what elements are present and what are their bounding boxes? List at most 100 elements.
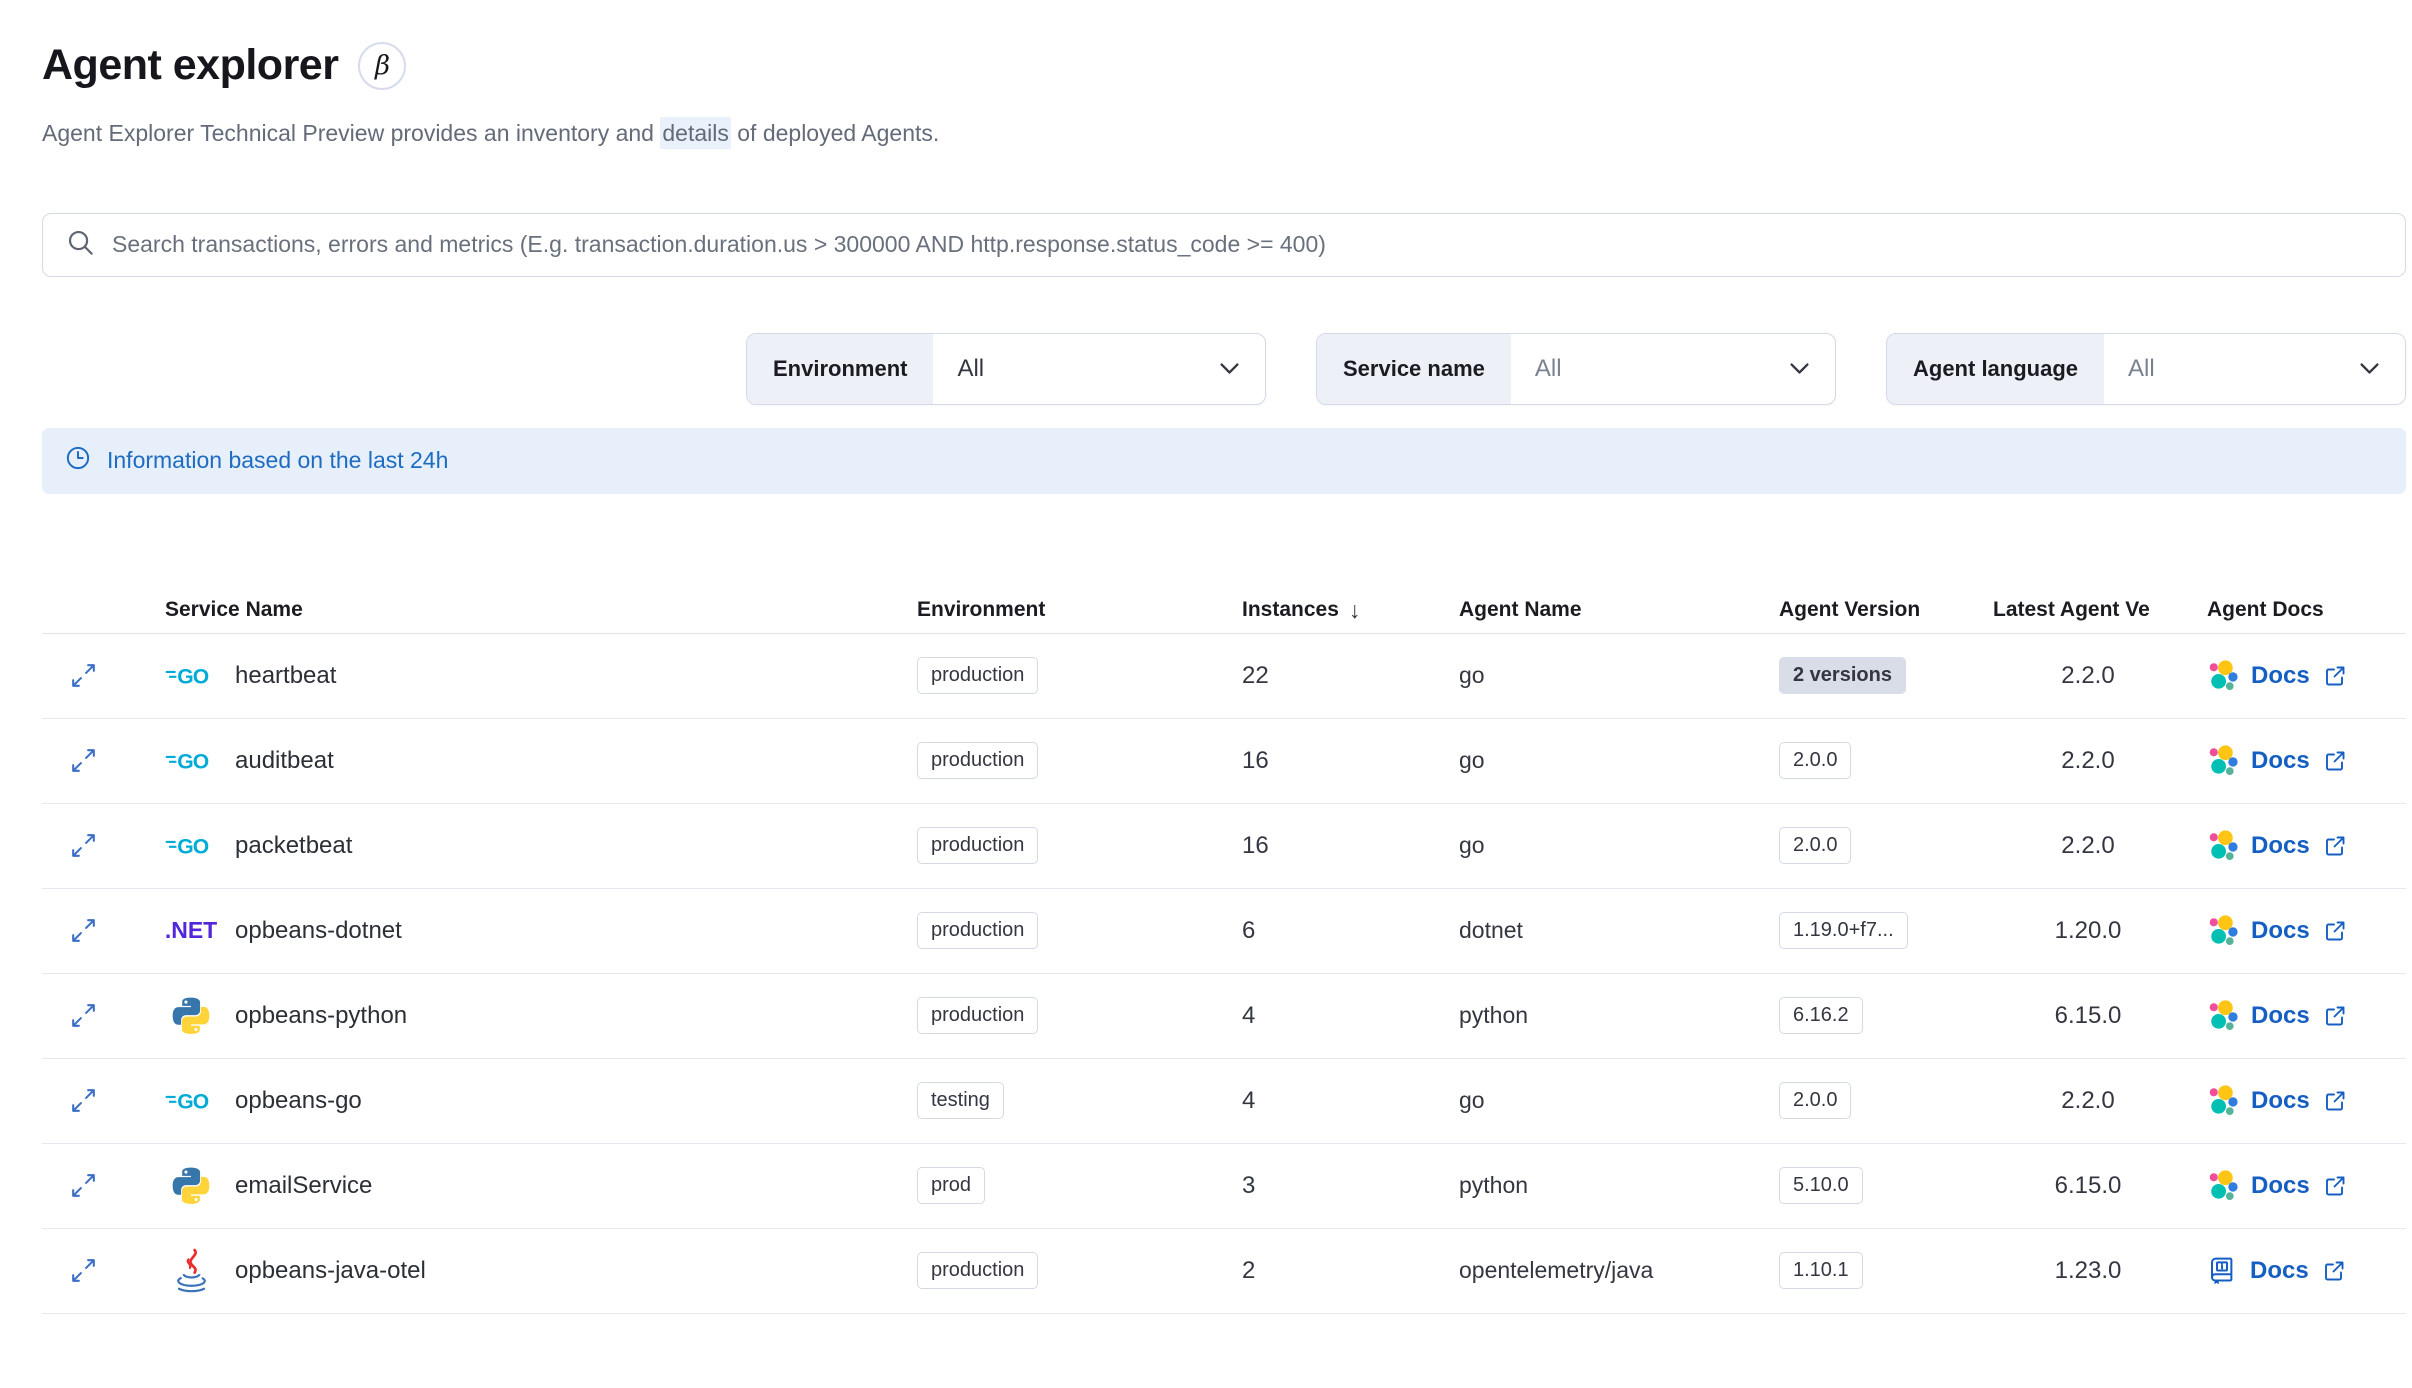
column-header-agent-version[interactable]: Agent Version	[1779, 598, 1921, 622]
agent-name-cell: go	[1459, 832, 1485, 859]
agent-version-cell: 2.0.0	[1779, 827, 1993, 865]
instances-cell: 16	[1242, 746, 1269, 774]
expand-row-button[interactable]	[64, 827, 102, 865]
chevron-down-icon	[1786, 334, 1835, 404]
expand-row-button[interactable]	[64, 1082, 102, 1120]
elastic-logo-icon	[2207, 745, 2238, 776]
agent-docs-link[interactable]: Docs	[2207, 1170, 2347, 1201]
go-logo-icon: GO	[165, 748, 217, 774]
environment-filter[interactable]: Environment All	[746, 332, 1266, 405]
external-link-icon	[2323, 1004, 2347, 1028]
service-name-filter[interactable]: Service name All	[1316, 332, 1836, 405]
agent-docs-cell: Docs	[2183, 1000, 2406, 1031]
page-header: Agent explorer β	[42, 0, 2406, 92]
service-name-cell: opbeans-python	[165, 994, 917, 1038]
agent-language-filter[interactable]: Agent language All	[1886, 332, 2406, 405]
environment-badge: production	[917, 657, 1039, 695]
expand-row-button[interactable]	[64, 742, 102, 780]
expand-cell	[42, 1252, 165, 1290]
expand-row-button[interactable]	[64, 657, 102, 695]
agent-docs-link[interactable]: Docs	[2207, 1085, 2347, 1116]
table-row: GO auditbeat production 16 go 2.0.0 2.2.…	[42, 719, 2406, 804]
callout-text: Information based on the last 24h	[107, 447, 449, 474]
service-name-label: opbeans-java-otel	[235, 1256, 426, 1284]
agent-version-badge: 2.0.0	[1779, 742, 1852, 780]
service-name-cell: GO heartbeat	[165, 662, 917, 690]
elastic-logo-icon	[2207, 830, 2238, 861]
svg-text:GO: GO	[177, 1090, 209, 1113]
svg-text:GO: GO	[177, 750, 209, 773]
service-name-label: opbeans-python	[235, 1001, 408, 1029]
agent-language-filter-value: All	[2128, 354, 2155, 382]
instances-cell: 2	[1242, 1256, 1256, 1284]
expand-row-button[interactable]	[64, 1252, 102, 1290]
agent-docs-link[interactable]: Docs	[2207, 915, 2347, 946]
agent-docs-link[interactable]: Docs	[2207, 660, 2347, 691]
instances-header-label: Instances	[1242, 598, 1339, 622]
expand-row-button[interactable]	[64, 1167, 102, 1205]
subtitle-highlighted-text: details	[660, 116, 731, 149]
environment-cell: prod	[917, 1167, 1242, 1205]
svg-text:GO: GO	[177, 835, 209, 858]
external-link-icon	[2323, 664, 2347, 688]
dotnet-logo-icon: .NET	[164, 917, 218, 944]
column-header-instances[interactable]: Instances ↓	[1242, 597, 1459, 624]
agent-docs-cell: Docs	[2183, 915, 2406, 946]
docs-link-label: Docs	[2250, 1256, 2309, 1284]
expand-cell	[42, 997, 165, 1035]
environment-filter-value: All	[957, 354, 985, 382]
latest-agent-version-cell: 6.15.0	[2054, 1171, 2122, 1199]
expand-row-button[interactable]	[64, 997, 102, 1035]
agent-version-badge: 2 versions	[1779, 657, 1906, 695]
external-link-icon	[2323, 1174, 2347, 1198]
column-header-latest-agent-version[interactable]: Latest Agent Ve	[1993, 598, 2150, 622]
environment-badge: testing	[917, 1082, 1004, 1120]
table-row: GO opbeans-go testing 4 go 2.0.0 2.2.0 D…	[42, 1059, 2406, 1144]
agent-version-badge: 5.10.0	[1779, 1167, 1863, 1205]
environment-cell: production	[917, 827, 1242, 865]
docs-link-label: Docs	[2251, 916, 2310, 944]
agent-version-badge: 1.10.1	[1779, 1252, 1863, 1290]
agent-name-cell: python	[1459, 1002, 1529, 1029]
column-header-environment[interactable]: Environment	[917, 598, 1046, 622]
agent-name-cell: dotnet	[1459, 917, 1523, 944]
agent-version-cell: 1.10.1	[1779, 1252, 1993, 1290]
agent-docs-link[interactable]: Docs	[2207, 1255, 2346, 1286]
agent-docs-link[interactable]: Docs	[2207, 745, 2347, 776]
agent-version-cell: 1.19.0+f7...	[1779, 912, 1993, 950]
page-subtitle: Agent Explorer Technical Preview provide…	[42, 116, 2406, 149]
search-input[interactable]	[112, 231, 2383, 259]
agent-explorer-page: Agent explorer β Agent Explorer Technica…	[42, 0, 2406, 1314]
expand-row-button[interactable]	[64, 912, 102, 950]
agent-docs-link[interactable]: Docs	[2207, 830, 2347, 861]
agents-table: Service Name Environment Instances ↓ Age…	[42, 588, 2406, 1314]
external-link-icon	[2322, 1259, 2346, 1283]
column-header-service-name[interactable]: Service Name	[165, 598, 303, 622]
expand-cell	[42, 1082, 165, 1120]
agent-docs-link[interactable]: Docs	[2207, 1000, 2347, 1031]
agent-version-badge: 2.0.0	[1779, 827, 1852, 865]
latest-agent-version-cell: 2.2.0	[2061, 1086, 2115, 1114]
search-bar[interactable]	[42, 212, 2406, 277]
environment-cell: production	[917, 1252, 1242, 1290]
expand-cell	[42, 827, 165, 865]
column-header-agent-name[interactable]: Agent Name	[1459, 598, 1582, 622]
agent-docs-cell: Docs	[2183, 1255, 2406, 1286]
search-icon	[65, 227, 96, 263]
service-name-label: packetbeat	[235, 831, 353, 859]
service-name-label: auditbeat	[235, 746, 334, 774]
subtitle-text: Agent Explorer Technical Preview provide…	[42, 119, 661, 146]
service-name-cell: GO packetbeat	[165, 832, 917, 860]
environment-cell: testing	[917, 1082, 1242, 1120]
svg-text:GO: GO	[177, 665, 209, 688]
service-name-cell: GO opbeans-go	[165, 1087, 917, 1115]
go-logo-icon: GO	[165, 833, 217, 859]
agent-docs-cell: Docs	[2183, 660, 2406, 691]
docs-link-label: Docs	[2251, 1171, 2310, 1199]
elastic-logo-icon	[2207, 660, 2238, 691]
instances-cell: 4	[1242, 1001, 1256, 1029]
agent-name-cell: go	[1459, 747, 1485, 774]
service-name-filter-value: All	[1534, 354, 1562, 382]
agent-name-cell: python	[1459, 1172, 1529, 1199]
table-row: emailService prod 3 python 5.10.0 6.15.0…	[42, 1144, 2406, 1229]
